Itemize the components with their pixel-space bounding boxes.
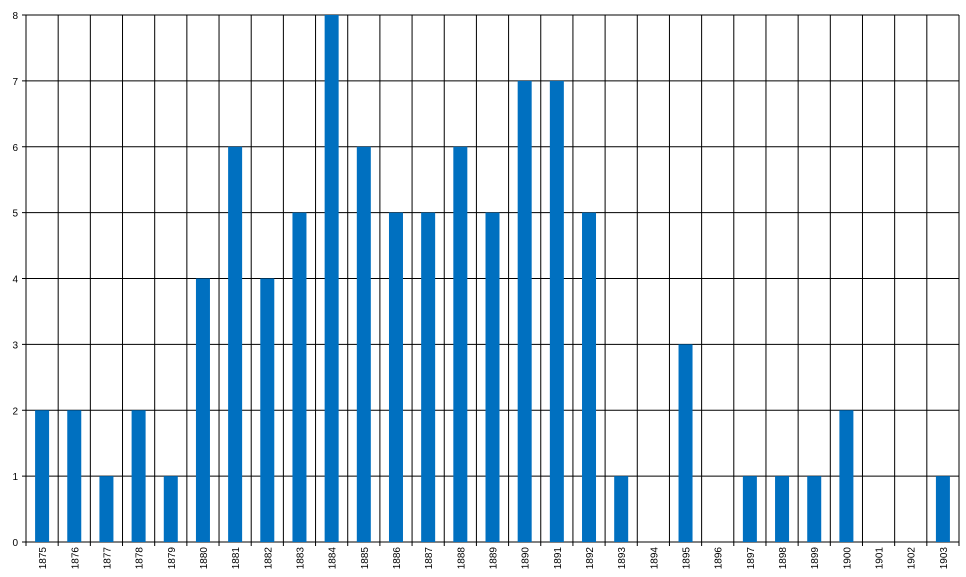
y-tick-label: 6 bbox=[12, 143, 18, 154]
bar bbox=[131, 410, 146, 542]
x-tick-label: 1880 bbox=[199, 547, 210, 570]
x-tick-label: 1891 bbox=[553, 547, 564, 570]
bar bbox=[742, 476, 757, 542]
x-tick-label: 1885 bbox=[360, 547, 371, 570]
x-tick-label: 1877 bbox=[102, 547, 113, 570]
bar bbox=[517, 80, 532, 542]
x-tick-label: 1893 bbox=[617, 547, 628, 570]
bar bbox=[228, 146, 243, 542]
y-tick-label: 1 bbox=[12, 472, 18, 483]
x-tick-label: 1902 bbox=[907, 547, 918, 570]
x-tick-label: 1881 bbox=[231, 547, 242, 570]
x-tick-label: 1883 bbox=[295, 547, 306, 570]
bar bbox=[324, 15, 339, 542]
x-tick-label: 1894 bbox=[649, 547, 660, 570]
x-tick-label: 1900 bbox=[842, 547, 853, 570]
x-tick-label: 1888 bbox=[456, 547, 467, 570]
bar bbox=[35, 410, 50, 542]
bar bbox=[614, 476, 629, 542]
y-tick-label: 7 bbox=[12, 77, 18, 88]
x-tick-label: 1897 bbox=[746, 547, 757, 570]
bar bbox=[582, 212, 597, 542]
x-tick-label: 1878 bbox=[135, 547, 146, 570]
x-tick-label: 1899 bbox=[810, 547, 821, 570]
bar bbox=[163, 476, 178, 542]
x-tick-label: 1879 bbox=[167, 547, 178, 570]
y-tick-label: 3 bbox=[12, 340, 18, 351]
x-tick-label: 1889 bbox=[489, 547, 500, 570]
y-tick-label: 2 bbox=[12, 406, 18, 417]
x-tick-label: 1896 bbox=[714, 547, 725, 570]
bar bbox=[260, 278, 275, 542]
bar bbox=[388, 212, 403, 542]
x-tick-label: 1875 bbox=[38, 547, 49, 570]
bar bbox=[67, 410, 82, 542]
x-tick-label: 1898 bbox=[778, 547, 789, 570]
x-tick-label: 1882 bbox=[263, 547, 274, 570]
bar bbox=[549, 80, 564, 542]
bar bbox=[195, 278, 210, 542]
bar bbox=[356, 146, 371, 542]
x-tick-label: 1886 bbox=[392, 547, 403, 570]
bar bbox=[485, 212, 500, 542]
x-tick-label: 1895 bbox=[682, 547, 693, 570]
x-tick-label: 1903 bbox=[939, 547, 950, 570]
bar bbox=[839, 410, 854, 542]
bar bbox=[292, 212, 307, 542]
bar bbox=[453, 146, 468, 542]
bar bbox=[807, 476, 822, 542]
y-tick-label: 0 bbox=[12, 538, 18, 549]
x-tick-label: 1892 bbox=[585, 547, 596, 570]
x-tick-label: 1876 bbox=[70, 547, 81, 570]
bar bbox=[775, 476, 790, 542]
x-tick-label: 1884 bbox=[328, 547, 339, 570]
x-tick-label: 1901 bbox=[875, 547, 886, 570]
x-tick-label: 1890 bbox=[521, 547, 532, 570]
y-tick-label: 5 bbox=[12, 209, 18, 220]
bar bbox=[935, 476, 950, 542]
y-tick-label: 8 bbox=[12, 11, 18, 22]
x-tick-label: 1887 bbox=[424, 547, 435, 570]
y-tick-label: 4 bbox=[12, 275, 18, 286]
bar bbox=[678, 344, 693, 542]
bar bbox=[421, 212, 436, 542]
bar bbox=[99, 476, 114, 542]
